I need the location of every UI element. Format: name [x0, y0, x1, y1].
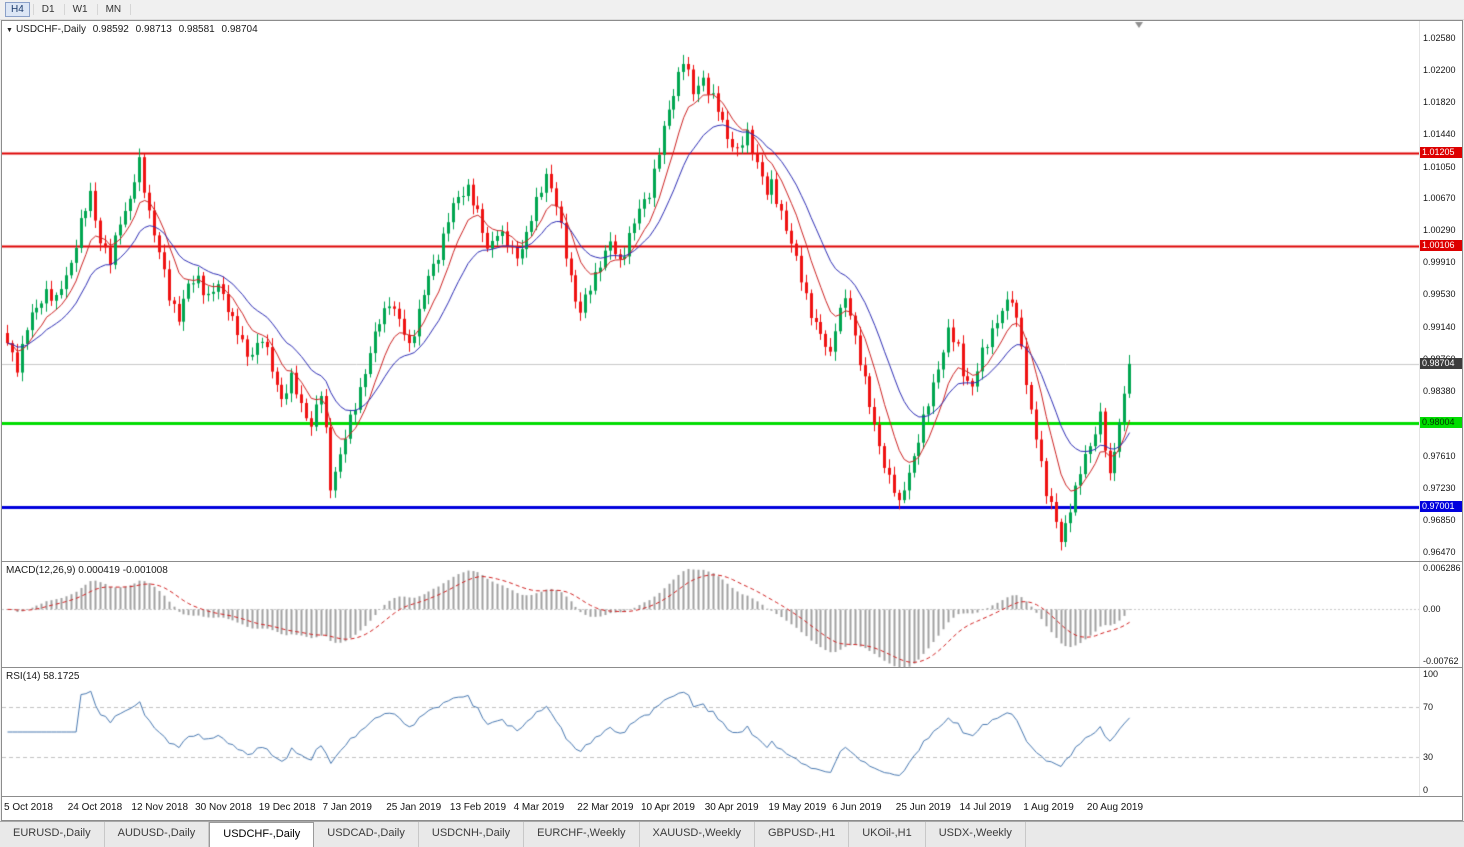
date-axis-label: 22 Mar 2019: [577, 802, 634, 813]
chart-tab-usdx-weekly[interactable]: USDX-,Weekly: [925, 822, 1026, 847]
rsi-axis: 100 70 30 0: [1419, 668, 1462, 796]
price-axis-tick: 0.99140: [1423, 322, 1456, 333]
chart-tab-usdcad-daily[interactable]: USDCAD-,Daily: [314, 822, 419, 847]
price-pane: ▼ USDCHF-,Daily 0.98592 0.98713 0.98581 0…: [2, 21, 1462, 561]
price-axis-tick: 0.98380: [1423, 386, 1456, 397]
chart-tab-eurusd-daily[interactable]: EURUSD-,Daily: [0, 822, 105, 847]
timeframe-button-d1[interactable]: D1: [41, 4, 55, 15]
chart-tab-usdchf-daily[interactable]: USDCHF-,Daily: [209, 822, 315, 847]
chart-tab-ukoil-h1[interactable]: UKOil-,H1: [849, 822, 926, 847]
symbol-label: USDCHF-,Daily: [15, 24, 86, 35]
chart-tab-gbpusd-h1[interactable]: GBPUSD-,H1: [754, 822, 850, 847]
low-value: 0.98581: [178, 24, 215, 35]
price-badge-0-98004: 0.98004: [1420, 416, 1462, 428]
date-axis-label: 19 Dec 2018: [258, 802, 316, 813]
price-chart-canvas[interactable]: [2, 21, 1420, 561]
rsi-chart-canvas[interactable]: [2, 668, 1420, 796]
timeframe-button-mn[interactable]: MN: [105, 4, 122, 15]
price-axis-tick: 0.97610: [1423, 450, 1456, 461]
date-axis-label: 24 Oct 2018: [67, 802, 123, 813]
rsi-axis-tick: 30: [1423, 751, 1434, 762]
close-value: 0.98704: [221, 24, 258, 35]
date-axis-label: 30 Nov 2018: [195, 802, 252, 813]
rsi-pane: RSI(14) 58.1725 100 70 30 0: [2, 667, 1462, 796]
date-axis-label: 12 Nov 2018: [131, 802, 189, 813]
macd-axis-tick: 0.00: [1423, 604, 1441, 615]
price-badge-1-00106: 1.00106: [1420, 239, 1462, 251]
rsi-axis-tick: 70: [1423, 702, 1434, 713]
collapse-arrow-icon[interactable]: ▼: [6, 27, 13, 34]
timeframe-toolbar: H4 D1 W1 MN: [0, 0, 1464, 20]
price-axis-tick: 1.00290: [1423, 225, 1456, 236]
chart-tab-bar: EURUSD-,Daily AUDUSD-,Daily USDCHF-,Daily U…: [0, 821, 1464, 847]
date-axis-label: 13 Feb 2019: [449, 802, 507, 813]
macd-label: MACD(12,26,9) 0.000419 -0.001008: [6, 565, 168, 576]
timeframe-button-w1[interactable]: W1: [72, 4, 88, 15]
date-axis-label: 10 Apr 2019: [641, 802, 695, 813]
price-axis-tick: 1.02200: [1423, 64, 1456, 75]
price-axis-tick: 1.00670: [1423, 193, 1456, 204]
chart-window: ▼ USDCHF-,Daily 0.98592 0.98713 0.98581 0…: [1, 20, 1463, 821]
chart-tab-xauusd-weekly[interactable]: XAUUSD-,Weekly: [639, 822, 755, 847]
macd-axis: 0.006286 0.00 -0.00762: [1419, 562, 1462, 667]
date-axis-label: 30 Apr 2019: [704, 802, 759, 813]
date-axis-label: 25 Jan 2019: [386, 802, 442, 813]
toolbar-separator: [32, 4, 34, 15]
date-axis-label: 1 Aug 2019: [1023, 802, 1074, 813]
date-axis[interactable]: 5 Oct 2018 24 Oct 2018 12 Nov 2018 30 Nov 2…: [2, 796, 1462, 820]
price-axis-tick: 1.02580: [1423, 32, 1456, 43]
timeframe-buttons: H4 D1 W1 MN: [5, 2, 133, 17]
price-axis-tick: 0.99530: [1423, 289, 1456, 300]
price-badge-0-97001: 0.97001: [1420, 501, 1462, 513]
price-axis-tick: 0.99910: [1423, 257, 1456, 268]
rsi-axis-tick: 0: [1423, 785, 1429, 795]
date-axis-label: 19 May 2019: [768, 802, 827, 813]
date-axis-label: 6 Jun 2019: [832, 802, 882, 813]
macd-pane: MACD(12,26,9) 0.000419 -0.001008 0.00628…: [2, 561, 1462, 667]
chart-tab-audusd-daily[interactable]: AUDUSD-,Daily: [104, 822, 210, 847]
date-axis-label: 7 Jan 2019: [322, 802, 373, 813]
date-axis-label: 4 Mar 2019: [513, 802, 565, 813]
price-badge-1-01205: 1.01205: [1420, 147, 1462, 159]
date-axis-label: 5 Oct 2018: [4, 802, 53, 813]
rsi-axis-tick: 100: [1423, 669, 1439, 679]
toolbar-separator: [63, 4, 65, 15]
price-axis-tick: 1.01050: [1423, 161, 1456, 172]
date-axis-label: 20 Aug 2019: [1086, 802, 1144, 813]
date-axis-label: 14 Jul 2019: [959, 802, 1012, 813]
open-value: 0.98592: [92, 24, 129, 35]
price-axis-tick: 0.97230: [1423, 482, 1456, 493]
price-axis[interactable]: 1.02580 1.02200 1.01820 1.01440 1.01050 1.006…: [1419, 21, 1462, 561]
toolbar-separator: [96, 4, 98, 15]
price-badge-0-98704: 0.98704: [1420, 357, 1462, 369]
date-axis-label: 25 Jun 2019: [895, 802, 951, 813]
rsi-label: RSI(14) 58.1725: [6, 671, 80, 682]
macd-chart-canvas[interactable]: [2, 562, 1420, 667]
macd-axis-tick: -0.00762: [1423, 656, 1459, 666]
price-axis-tick: 1.01440: [1423, 128, 1456, 139]
timeframe-button-h4[interactable]: H4: [5, 2, 30, 17]
toolbar-separator: [130, 4, 132, 15]
price-axis-tick: 1.01820: [1423, 96, 1456, 107]
chart-tab-eurchf-weekly[interactable]: EURCHF-,Weekly: [524, 822, 640, 847]
macd-axis-tick: 0.006286: [1423, 563, 1461, 573]
price-axis-tick: 0.96850: [1423, 514, 1456, 525]
high-value: 0.98713: [135, 24, 172, 35]
ohlc-info-line: ▼ USDCHF-,Daily 0.98592 0.98713 0.98581 0…: [6, 24, 262, 35]
price-axis-tick: 0.96470: [1423, 546, 1456, 557]
chart-tab-usdcnh-daily[interactable]: USDCNH-,Daily: [418, 822, 525, 847]
